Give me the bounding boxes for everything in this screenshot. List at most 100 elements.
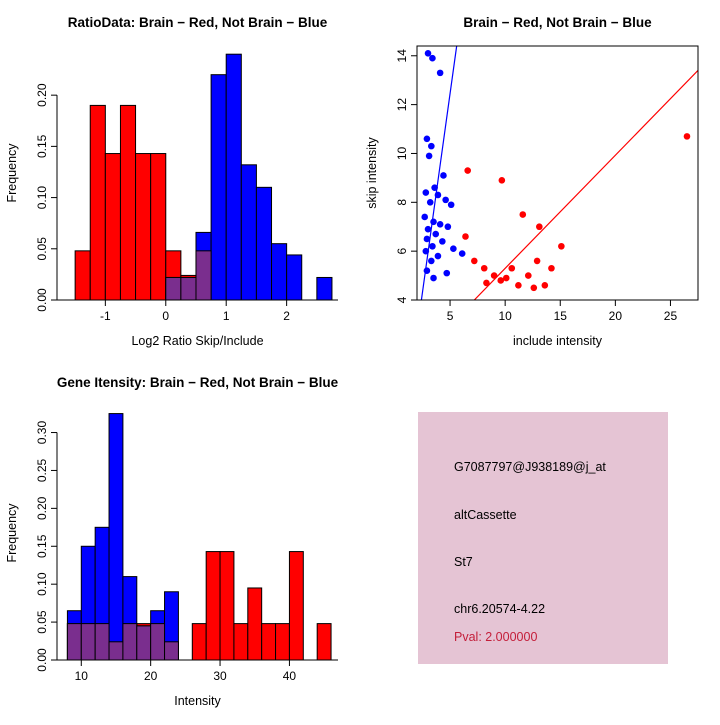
histogram-bar (219, 551, 235, 661)
scatter-point (430, 218, 437, 226)
pvalue-text: Pval: 2.000000 (454, 630, 538, 644)
histogram-bar (191, 623, 207, 661)
histogram-overlap-bar (164, 641, 179, 661)
histogram-bar (288, 551, 304, 661)
genomic-location: chr6.20574-4.22 (454, 602, 546, 616)
histogram-bar (275, 623, 290, 661)
histogram-overlap-bar (180, 276, 197, 301)
x-tick-label: 30 (213, 669, 227, 683)
x-tick-label: 20 (144, 669, 158, 683)
histogram-overlap-bar (122, 623, 138, 661)
scatter-point (502, 274, 510, 282)
x-tick-label: 1 (223, 309, 230, 323)
scatter-point (421, 213, 429, 221)
scatter-point (497, 277, 505, 284)
regression-line (473, 70, 698, 300)
scatter-point (431, 184, 438, 191)
scatter-point (436, 69, 444, 77)
histogram-bar (225, 53, 242, 301)
scatter-point (423, 135, 431, 143)
histogram-bar (108, 413, 124, 661)
x-tick-label: 0 (162, 309, 169, 323)
y-tick-label: 0.15 (35, 134, 49, 158)
histogram-overlap-bar (195, 250, 212, 301)
histogram-overlap-bar (136, 625, 152, 661)
histogram-overlap-bar (80, 623, 96, 661)
histogram-bar (261, 623, 277, 661)
y-tick-label: 8 (395, 199, 409, 206)
scatter-point (548, 264, 555, 272)
histogram-bar (135, 153, 152, 301)
x-tick-label: -1 (100, 309, 111, 323)
scatter-point (436, 220, 444, 228)
histogram-overlap-bar (165, 276, 182, 301)
y-tick-label: 0.05 (35, 610, 49, 634)
probeset-id: G7087797@J938189@j_at (454, 460, 606, 474)
scatter-point (483, 279, 490, 287)
scatter-point (434, 191, 442, 199)
scatter-point (533, 257, 541, 265)
x-axis-title: include intensity (513, 334, 603, 348)
scatter-point (428, 257, 435, 265)
histogram-bar (205, 551, 221, 661)
y-tick-label: 4 (395, 296, 409, 303)
y-tick-label: 0.05 (35, 237, 49, 261)
scatter-point (439, 238, 446, 245)
scatter-point (425, 152, 433, 160)
scatter-point (424, 50, 432, 57)
y-axis-title: skip intensity (365, 136, 379, 208)
scatter-point (541, 282, 549, 289)
scatter-point (524, 272, 532, 279)
histogram-overlap-bar (66, 623, 82, 661)
y-tick-label: 10 (395, 146, 409, 160)
chart-title: RatioData: Brain − Red, Not Brain − Blue (68, 15, 328, 30)
scatter-point (447, 201, 455, 209)
scatter-point (450, 245, 457, 253)
x-tick-label: 40 (283, 669, 297, 683)
y-tick-label: 0.00 (35, 648, 49, 672)
chart-title: Gene Itensity: Brain − Red, Not Brain − … (57, 375, 339, 390)
x-axis-title: Log2 Ratio Skip/Include (131, 334, 263, 348)
scatter-point (515, 282, 522, 289)
scatter-point (432, 230, 440, 238)
panel-gene-intensity-histogram: 10 20 30 40 0.00 0.05 0.10 0.15 0.20 0.25 0.30 Gene… (0, 360, 360, 720)
scatter-point (444, 223, 452, 231)
scatter-point (429, 242, 436, 250)
y-tick-label: 0.10 (35, 572, 49, 596)
y-tick-label: 0.20 (35, 83, 49, 107)
y-tick-label: 0.25 (35, 458, 49, 482)
histogram-bar (240, 164, 257, 301)
plot-box (416, 45, 699, 301)
histogram-bar (316, 276, 333, 301)
histogram-bar (74, 250, 91, 301)
scatter-point (424, 225, 432, 233)
y-tick-label: 14 (395, 49, 409, 63)
info-box: G7087797@J938189@j_at altCassette St7 ch… (418, 412, 668, 664)
scatter-point (422, 247, 430, 255)
y-tick-label: 0.00 (35, 288, 49, 312)
x-tick-label: 2 (283, 309, 290, 323)
scatter-point (423, 235, 431, 243)
histogram-bar (316, 623, 332, 661)
x-tick-label: 5 (447, 309, 454, 323)
scatter-point (442, 196, 449, 204)
scatter-point (464, 167, 471, 174)
intensity-scatter-chart: 5 10 15 20 25 4 6 8 10 12 14 Brain − Red, Not Brain… (365, 15, 699, 348)
histogram-bar (233, 623, 249, 661)
panel-intensity-scatter: 5 10 15 20 25 4 6 8 10 12 14 Brain − Red, Not Brain… (360, 0, 720, 360)
y-tick-label: 0.15 (35, 534, 49, 558)
histogram-overlap-bar (108, 641, 124, 661)
histogram-bar (286, 254, 303, 301)
scatter-point (519, 211, 527, 218)
x-tick-label: 20 (609, 309, 623, 323)
x-tick-label: 25 (664, 309, 678, 323)
x-tick-label: 15 (554, 309, 568, 323)
histogram-bar (247, 587, 263, 661)
histogram-bar (271, 243, 288, 301)
x-tick-label: 10 (498, 309, 512, 323)
scatter-point (428, 142, 435, 150)
scatter-point (490, 272, 498, 279)
y-axis-title: Frequency (5, 503, 19, 563)
ratio-histogram-chart: -1 0 1 2 0.00 0.05 0.10 0.15 0.20 RatioData: Brai… (5, 15, 338, 348)
scatter-point (536, 223, 543, 231)
